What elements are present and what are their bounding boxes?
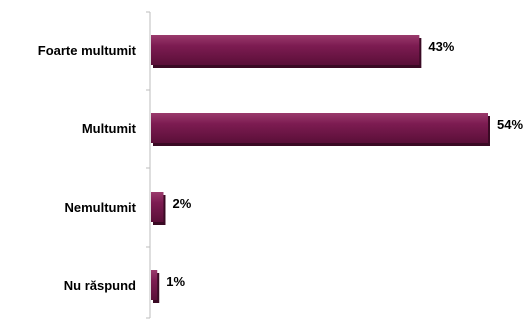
value-label-3: 1%	[166, 274, 185, 289]
bar-3	[151, 270, 158, 300]
value-label-0: 43%	[428, 39, 454, 54]
category-label-0: Foarte multumit	[38, 43, 137, 58]
value-label-2: 2%	[172, 196, 191, 211]
bars-group	[151, 35, 490, 303]
bar-0	[151, 35, 420, 65]
bar-2	[151, 192, 164, 222]
value-label-1: 54%	[497, 117, 523, 132]
category-label-1: Multumit	[82, 121, 137, 136]
category-label-3: Nu răspund	[64, 278, 136, 293]
bar-1	[151, 113, 488, 143]
axis-ticks	[146, 11, 150, 319]
labels-group: Foarte multumit 43% Multumit 54% Nemultumit 2…	[38, 39, 524, 293]
category-label-2: Nemultumit	[65, 200, 137, 215]
